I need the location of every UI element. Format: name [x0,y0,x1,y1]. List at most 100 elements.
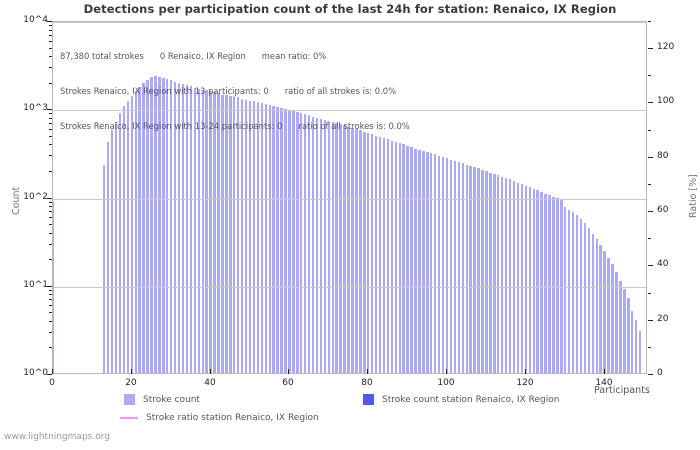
x-tickmark [446,369,447,374]
bar [587,227,591,373]
y-tickmark-minor [49,202,52,203]
legend-label: Stroke count station Renaico, IX Region [382,394,560,405]
y-tickmark-minor [49,233,52,234]
bar [229,95,232,373]
bar [410,147,413,373]
bar [611,264,614,373]
bar [181,83,185,373]
bar [638,330,642,373]
y2-tick-label: 0 [657,368,663,378]
watermark: www.lightningmaps.org [4,432,110,442]
y-tickmark-minor [49,123,52,124]
x-tickmark [52,369,53,374]
bar [150,77,153,373]
bar [481,169,484,373]
x-tick-label: 100 [437,378,455,388]
bar [623,288,626,373]
y2-tickmark-minor [648,75,651,76]
y-tickmark-minor [49,305,52,306]
bar [560,199,563,373]
bar [126,101,130,373]
y2-tickmark-major [648,157,653,158]
bar [532,188,535,373]
bar [339,124,342,373]
bar [402,144,405,373]
bar [619,281,622,373]
bar [426,151,429,373]
bar [548,195,551,373]
x-tick-label: 20 [125,378,137,388]
legend-item-stroke-count-station: Stroke count station Renaico, IX Region [363,394,559,405]
y-tickmark-minor [49,290,52,291]
bar [335,123,338,373]
y2-tick-label: 100 [657,96,675,107]
bar [217,93,220,373]
y-tickmark-minor [49,299,52,300]
y-tickmark-major [47,21,52,22]
bar [540,191,543,373]
x-tickmark [288,369,289,374]
y-tickmark-minor [49,347,52,348]
chart-legend: Stroke count Stroke count station Renaic… [0,392,700,428]
bar [591,233,595,373]
y2-tickmark-minor [648,184,651,185]
annotation-block: 87,380 total strokes 0 Renaico, IX Regio… [60,28,410,156]
bar [142,82,145,373]
bar [221,94,224,373]
y-tickmark-minor [49,155,52,156]
bar [367,133,370,373]
y-tickmark-minor [49,211,52,212]
bar [390,140,394,373]
bar [469,165,472,373]
bar [264,103,267,373]
y2-tickmark-minor [648,21,651,22]
bar [627,298,630,373]
y-tickmark-minor [49,312,52,313]
y-axis-label: Count [11,186,22,215]
bar [564,207,567,373]
y2-tickmark-minor [648,347,651,348]
annotation-line-2: Strokes Renaico, IX Region with 13 parti… [60,85,397,96]
annotation-line-3: Strokes Renaico, IX Region with 13-24 pa… [60,120,410,131]
bar [146,79,149,373]
bar [236,97,240,373]
bar [595,239,598,373]
y-tickmark-minor [49,118,52,119]
bar [244,99,248,373]
bar [162,78,165,373]
y-tickmark-minor [49,332,52,333]
bar [579,218,583,373]
bar [359,130,362,373]
y-tickmark-minor [49,224,52,225]
legend-label: Stroke ratio station Renaico, IX Region [146,413,319,423]
bar [300,113,303,373]
y2-tickmark-major [648,320,653,321]
bar-series-stroke-count [53,22,646,373]
y-tick-label: 10^2 [23,191,48,202]
gridline [53,287,646,288]
bar [398,143,401,373]
x-tickmark [525,369,526,374]
bar [303,114,307,373]
bar [524,185,528,373]
bar [497,175,500,373]
bar [193,87,197,373]
y-tickmark-major [47,286,52,287]
bar [280,108,283,373]
bar [500,176,504,373]
bar [130,95,134,373]
bar [607,258,610,373]
bar [347,126,350,373]
bar [260,102,264,373]
legend-swatch-line [120,417,138,419]
y-tickmark-minor [49,171,52,172]
bar [504,178,508,373]
gridline [53,110,646,111]
bar [288,109,291,373]
bar [430,153,433,373]
y-tickmark-minor [49,113,52,114]
y-tickmark-major [47,198,52,199]
y2-tick-label: 60 [657,205,669,216]
bar [122,106,126,373]
